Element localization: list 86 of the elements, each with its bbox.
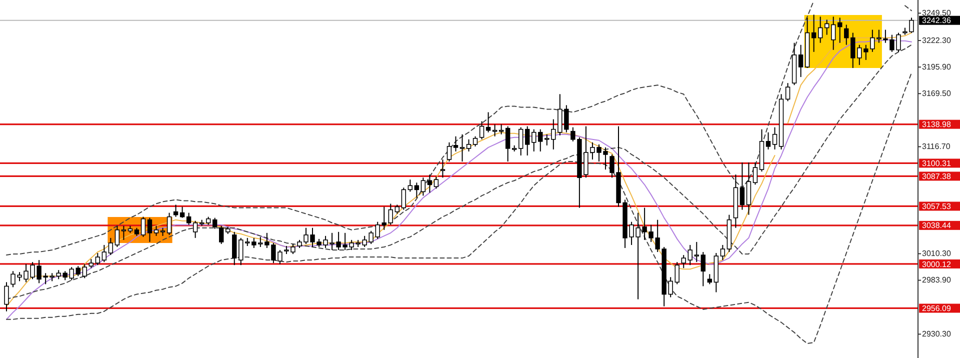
- ref-line-label: 3057.53: [922, 202, 952, 212]
- candlestick: [212, 217, 218, 230]
- candlestick: [440, 158, 446, 178]
- candlestick: [154, 225, 159, 236]
- ref-line-label: 2956.09: [922, 304, 952, 314]
- y-tick-label: 2983.90: [922, 276, 952, 285]
- candlestick: [688, 244, 692, 266]
- candlestick: [538, 128, 543, 152]
- candlestick: [414, 182, 420, 198]
- y-tick-label: 3169.50: [922, 89, 952, 98]
- candlestick: [811, 14, 816, 52]
- y-tick-label: 3195.90: [922, 62, 952, 72]
- y-tick-label: 2930.30: [922, 330, 952, 339]
- candlestick: [388, 203, 393, 226]
- candlestick: [434, 176, 439, 190]
- candlestick: [850, 32, 856, 68]
- candlestick: [798, 44, 804, 78]
- candlestick: [460, 134, 465, 162]
- candlestick: [772, 126, 778, 150]
- candlestick: [674, 262, 680, 285]
- ref-line-label: 3038.44: [922, 221, 952, 230]
- candlestick: [824, 19, 830, 36]
- candlestick: [375, 221, 380, 240]
- y-tick-label: 3116.70: [922, 142, 951, 152]
- candlestick: [472, 136, 478, 147]
- candlestick: [62, 270, 68, 281]
- candlestick: [532, 128, 536, 152]
- y-tick-label: 3249.50: [922, 8, 952, 18]
- candlestick: [95, 252, 100, 266]
- candlestick: [752, 162, 758, 186]
- candlestick: [831, 16, 836, 50]
- candlestick: [700, 252, 706, 287]
- candlestick: [102, 244, 107, 263]
- candlestick: [76, 266, 80, 277]
- candlestick: [844, 24, 849, 46]
- candlestick: [785, 82, 790, 102]
- candlestick: [505, 126, 510, 162]
- candlestick: [219, 225, 224, 244]
- candlestick: [147, 217, 152, 242]
- candlestick: [818, 16, 823, 44]
- candlestick: [82, 264, 87, 279]
- candlestick: [466, 138, 472, 152]
- candlestick: [173, 204, 178, 218]
- candlestick: [766, 132, 771, 150]
- ref-line-label: 3138.98: [922, 120, 952, 130]
- candlestick: [88, 258, 94, 269]
- candlestick: [166, 212, 172, 236]
- candlestick: [746, 162, 752, 216]
- candlestick: [186, 212, 192, 226]
- candlestick: [140, 216, 146, 238]
- candlestick: [408, 179, 413, 192]
- candlestick: [707, 274, 712, 285]
- candlestick: [681, 254, 686, 269]
- candlestick: [401, 187, 406, 210]
- ref-line-label: 3242.36: [922, 16, 952, 26]
- candlestick: [838, 17, 842, 44]
- ref-line-label: 3087.38: [922, 172, 952, 182]
- candlestick: [694, 241, 699, 263]
- candlestick: [446, 142, 452, 162]
- candlestick: [427, 174, 432, 194]
- candlestick: [382, 206, 386, 230]
- candlestick: [4, 282, 9, 312]
- candlestick: [544, 134, 550, 146]
- line-series: [6, 72, 912, 344]
- candlestick: [740, 162, 745, 210]
- candlestick: [108, 237, 114, 256]
- candlestick: [238, 237, 244, 266]
- candlestick: [394, 204, 400, 214]
- candlestick: [368, 230, 374, 244]
- candlestick: [720, 244, 726, 261]
- candlestick: [69, 266, 74, 281]
- candlestick: [525, 126, 530, 156]
- candlestick: [121, 225, 126, 240]
- y-tick-label: 3010.30: [922, 249, 952, 258]
- candlestick: [232, 231, 237, 266]
- candlestick: [114, 225, 120, 248]
- candlestick: [180, 206, 185, 218]
- candlestick: [479, 120, 484, 140]
- candlestick: [453, 136, 458, 152]
- ref-line-label: 3000.12: [922, 260, 952, 269]
- candlestick: [518, 126, 524, 156]
- y-tick-label: 3222.30: [922, 36, 952, 45]
- candlestick: [486, 112, 491, 133]
- ref-line-label: 3100.31: [922, 159, 952, 168]
- candlestick: [420, 177, 426, 196]
- candlestick: [192, 220, 198, 238]
